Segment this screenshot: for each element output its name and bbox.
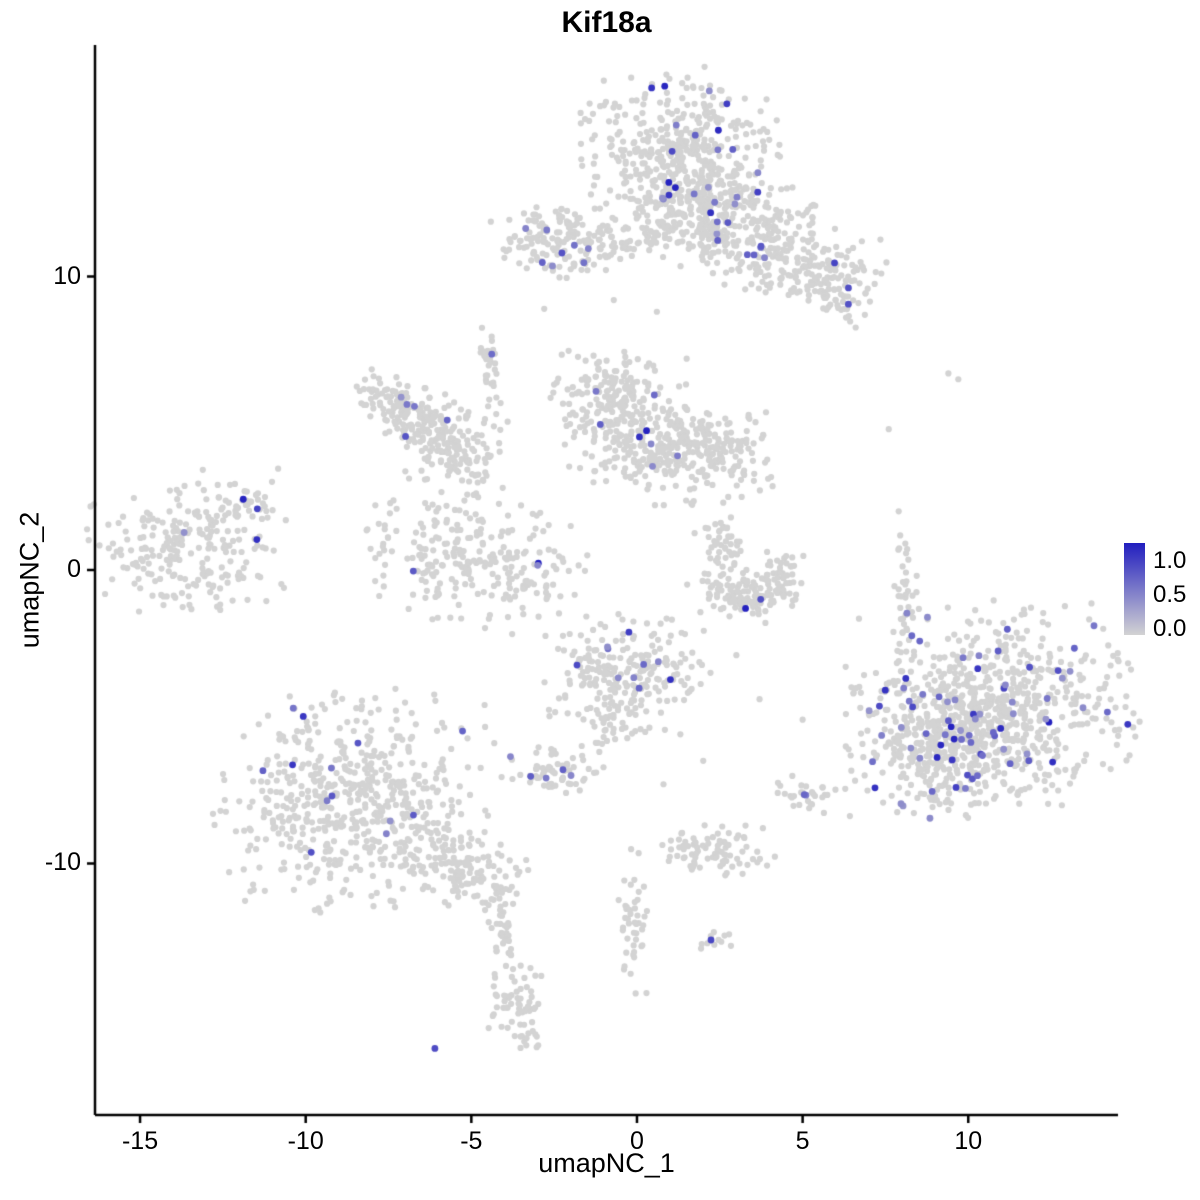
x-tick-label: 0 (630, 1127, 644, 1155)
legend-value-label: 1.0 (1153, 547, 1187, 575)
expression-colorbar-legend: 1.0 0.5 0.0 (1124, 543, 1200, 642)
legend-value-label: 0.5 (1153, 580, 1187, 608)
x-tick-label: 10 (954, 1127, 983, 1155)
plot-title: Kif18a (561, 6, 652, 39)
legend-gradient-bar (1124, 543, 1145, 635)
x-tick-label: 5 (795, 1127, 810, 1155)
x-tick-label: -15 (121, 1127, 159, 1155)
x-axis-label: umapNC_1 (538, 1148, 675, 1178)
x-tick-label: -10 (287, 1127, 324, 1155)
x-tick-label: -5 (460, 1127, 483, 1155)
y-tick-label: -10 (44, 848, 81, 877)
legend-value-label: 0.0 (1153, 614, 1187, 642)
y-tick-label: 10 (53, 261, 81, 290)
y-tick-label: 0 (67, 555, 81, 584)
